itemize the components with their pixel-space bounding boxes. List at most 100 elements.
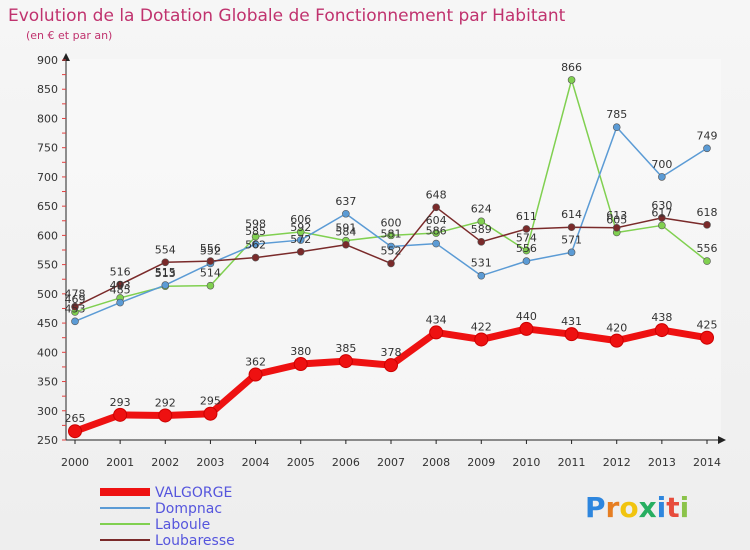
x-tick-label: 2005 xyxy=(287,456,315,469)
y-tick-label: 250 xyxy=(37,434,58,447)
data-label-dompnac: 586 xyxy=(426,225,447,238)
data-label-laboule: 514 xyxy=(200,267,221,280)
legend-label-loubaresse: Loubaresse xyxy=(155,533,235,549)
data-label-valgorge: 438 xyxy=(651,311,672,324)
data-label-dompnac: 785 xyxy=(606,108,627,121)
logo-letter: r xyxy=(606,491,620,524)
data-label-dompnac: 531 xyxy=(471,257,492,270)
y-tick-label: 550 xyxy=(37,259,58,272)
series-dompnac xyxy=(71,123,711,326)
data-label-laboule: 606 xyxy=(290,213,311,226)
data-point-loubaresse xyxy=(522,225,531,233)
data-point-dompnac xyxy=(612,123,621,132)
y-tick-label: 350 xyxy=(37,376,58,389)
y-tick-label: 800 xyxy=(37,112,58,125)
axes: 250 300 350 400 450 500 550 600 650 700 750 800 850 9… xyxy=(37,53,726,469)
data-label-valgorge: 385 xyxy=(335,342,356,355)
data-label-loubaresse: 572 xyxy=(290,233,311,246)
data-label-laboule: 600 xyxy=(381,216,402,229)
data-label-dompnac: 700 xyxy=(651,158,672,171)
data-point-dompnac xyxy=(567,248,576,257)
y-tick-label: 500 xyxy=(37,288,58,301)
legend-label-dompnac: Dompnac xyxy=(155,501,222,517)
data-point-loubaresse xyxy=(71,302,79,311)
data-point-valgorge xyxy=(293,357,308,371)
data-point-dompnac xyxy=(658,173,666,181)
data-point-dompnac xyxy=(116,298,124,307)
data-point-valgorge xyxy=(609,333,624,348)
data-point-laboule xyxy=(296,228,305,236)
data-label-dompnac: 485 xyxy=(110,284,131,297)
x-tick-label: 2004 xyxy=(242,456,270,469)
logo-letter: x xyxy=(639,491,657,524)
series-layer xyxy=(68,76,714,439)
legend-label-laboule: Laboule xyxy=(155,517,210,533)
data-label-dompnac: 515 xyxy=(155,266,176,279)
logo-letter: t xyxy=(666,491,679,524)
logo-wordmark: Proxiti xyxy=(585,491,689,524)
data-point-loubaresse xyxy=(116,280,124,289)
data-point-loubaresse xyxy=(658,214,666,222)
data-label-laboule: 493 xyxy=(110,279,131,292)
data-point-loubaresse xyxy=(477,238,486,246)
data-point-valgorge xyxy=(519,321,534,336)
x-tick-label: 2001 xyxy=(106,456,134,469)
data-point-laboule xyxy=(567,76,576,84)
data-point-valgorge xyxy=(384,358,398,373)
data-label-laboule: 513 xyxy=(155,267,176,280)
data-point-loubaresse xyxy=(342,240,350,249)
y-tick-label: 400 xyxy=(37,346,58,359)
x-tick-label: 2003 xyxy=(196,456,224,469)
data-point-laboule xyxy=(703,257,711,265)
logo-letter: P xyxy=(585,491,606,524)
x-tick-label: 2009 xyxy=(467,456,495,469)
proxiti-logo: Proxiti xyxy=(585,491,689,524)
data-point-valgorge xyxy=(68,424,82,439)
data-label-loubaresse: 630 xyxy=(651,199,672,212)
data-label-valgorge: 292 xyxy=(155,396,176,409)
data-label-dompnac: 585 xyxy=(245,225,266,238)
data-label-laboule: 591 xyxy=(335,222,356,235)
data-label-laboule: 605 xyxy=(606,213,627,226)
data-label-dompnac: 556 xyxy=(516,242,537,255)
data-label-valgorge: 362 xyxy=(245,356,266,369)
data-point-dompnac xyxy=(703,144,711,153)
data-label-laboule: 598 xyxy=(245,218,266,231)
data-point-valgorge xyxy=(338,354,353,369)
data-label-loubaresse: 648 xyxy=(426,188,447,201)
data-label-valgorge: 293 xyxy=(110,396,131,409)
x-tick-label: 2007 xyxy=(377,456,405,469)
data-label-loubaresse: 618 xyxy=(697,206,718,219)
logo-letter: i xyxy=(657,491,667,524)
data-point-valgorge xyxy=(429,325,444,340)
y-tick-label: 650 xyxy=(37,200,58,213)
data-label-dompnac: 453 xyxy=(65,302,86,315)
data-label-loubaresse: 556 xyxy=(200,242,221,255)
data-label-dompnac: 581 xyxy=(381,227,402,240)
data-label-valgorge: 378 xyxy=(381,346,402,359)
data-label-valgorge: 434 xyxy=(426,313,447,326)
data-label-loubaresse: 614 xyxy=(561,208,582,221)
y-tick-label: 900 xyxy=(37,54,58,67)
y-tick-label: 450 xyxy=(37,317,58,330)
data-point-loubaresse xyxy=(387,259,395,268)
chart-title: Evolution de la Dotation Globale de Fonc… xyxy=(8,6,566,26)
data-point-laboule xyxy=(477,217,486,226)
y-axis-arrow xyxy=(62,53,70,61)
data-point-dompnac xyxy=(296,236,305,244)
data-point-loubaresse xyxy=(567,223,576,231)
data-point-valgorge xyxy=(564,327,579,342)
data-point-valgorge xyxy=(158,408,173,423)
data-point-dompnac xyxy=(387,242,395,251)
data-label-laboule: 556 xyxy=(697,242,718,255)
data-point-loubaresse xyxy=(703,221,711,229)
data-point-dompnac xyxy=(342,209,350,218)
data-point-loubaresse xyxy=(161,258,170,267)
x-tick-label: 2000 xyxy=(61,456,89,469)
data-point-valgorge xyxy=(700,330,714,345)
x-tick-label: 2012 xyxy=(603,456,631,469)
data-label-valgorge: 265 xyxy=(65,412,86,425)
y-tick-label: 700 xyxy=(37,171,58,184)
